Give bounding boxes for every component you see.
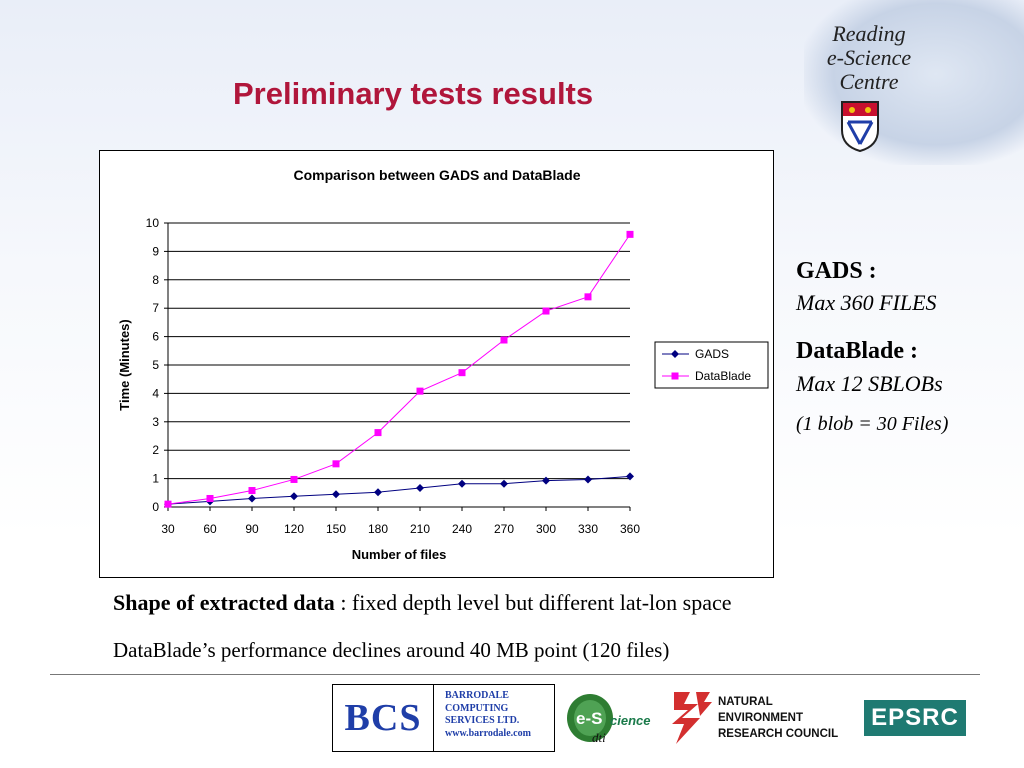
x-tick-label: 180	[368, 522, 388, 536]
data-point-datablade	[542, 307, 550, 315]
data-point-gads	[248, 494, 256, 503]
x-tick-label: 60	[203, 522, 217, 536]
data-point-gads	[458, 479, 466, 488]
nerc-line: NATURAL	[718, 696, 773, 708]
legend-marker	[671, 350, 679, 358]
y-axis-label: Time (Minutes)	[117, 319, 132, 411]
y-tick-label: 2	[152, 443, 159, 457]
data-point-datablade	[374, 429, 382, 437]
data-point-datablade	[164, 500, 172, 508]
y-tick-label: 1	[152, 472, 159, 486]
y-tick-label: 3	[152, 415, 159, 429]
legend-label: DataBlade	[695, 369, 751, 383]
data-point-datablade	[332, 460, 340, 468]
x-tick-label: 240	[452, 522, 472, 536]
series-line-gads	[167, 475, 631, 505]
university-crest-icon	[841, 101, 879, 152]
bcs-logo-box: BCS BARRODALE COMPUTING SERVICES LTD. ww…	[332, 684, 555, 752]
shape-label: Shape of extracted data	[113, 590, 335, 615]
data-point-gads	[542, 476, 550, 485]
footer-divider	[50, 674, 980, 675]
globe-backdrop	[804, 0, 1024, 165]
blob-note: (1 blob = 30 Files)	[796, 413, 949, 435]
data-point-gads	[332, 490, 340, 499]
chart-container: Comparison between GADS and DataBlade 0 1 2…	[99, 150, 774, 578]
data-point-datablade	[290, 475, 298, 483]
data-point-gads	[290, 492, 298, 501]
x-tick-label: 120	[284, 522, 304, 536]
logo-line: e-Science	[826, 45, 912, 70]
y-tick-label: 5	[152, 358, 159, 372]
performance-note: DataBlade’s performance declines around …	[113, 638, 670, 662]
line-chart: Comparison between GADS and DataBlade012…	[117, 167, 769, 562]
escience-word: cience	[610, 713, 650, 728]
bcs-line: BARRODALE	[445, 690, 509, 701]
y-tick-label: 8	[152, 273, 159, 287]
nerc-text: NATURAL ENVIRONMENT RESEARCH COUNCIL	[718, 694, 838, 742]
nerc-line: ENVIRONMENT	[718, 712, 803, 724]
page-title: Preliminary tests results	[233, 76, 594, 111]
escience-logo: e-S cience dti	[567, 694, 650, 745]
nerc-logo: NATURAL ENVIRONMENT RESEARCH COUNCIL	[670, 690, 860, 746]
x-tick-label: 270	[494, 522, 514, 536]
series-line-datablade	[167, 234, 631, 505]
legend-box	[654, 341, 769, 389]
y-tick-label: 4	[152, 386, 159, 400]
x-tick-label: 150	[326, 522, 346, 536]
y-tick-label: 0	[152, 500, 159, 514]
data-point-gads	[626, 472, 634, 481]
bcs-logo: BCS	[333, 685, 434, 751]
nerc-icon	[672, 692, 712, 744]
chart-title: Comparison between GADS and DataBlade	[293, 167, 580, 183]
x-tick-label: 30	[161, 522, 175, 536]
datablade-heading: DataBlade :	[796, 338, 918, 364]
x-tick-label: 360	[620, 522, 640, 536]
logo-line: Centre	[839, 69, 899, 94]
bcs-line: COMPUTING	[445, 702, 509, 714]
x-tick-label: 330	[578, 522, 598, 536]
data-point-gads	[416, 483, 424, 492]
y-tick-label: 10	[146, 216, 160, 230]
data-point-datablade	[416, 387, 424, 395]
x-tick-label: 210	[410, 522, 430, 536]
y-tick-label: 9	[152, 244, 159, 258]
gads-heading: GADS :	[796, 258, 877, 284]
data-point-datablade	[248, 487, 256, 495]
data-point-gads	[500, 479, 508, 488]
x-tick-label: 300	[536, 522, 556, 536]
y-tick-label: 7	[152, 301, 159, 315]
x-tick-label: 90	[245, 522, 259, 536]
reading-escience-logo: Reading e-Science Centre	[814, 22, 924, 94]
y-tick-label: 6	[152, 330, 159, 344]
data-point-datablade	[206, 494, 214, 502]
logo-line: Reading	[832, 21, 906, 46]
shape-text: : fixed depth level but different lat-lo…	[334, 590, 732, 615]
bcs-line: SERVICES LTD.	[445, 715, 520, 726]
data-point-datablade	[584, 293, 592, 301]
datablade-value: Max 12 SBLOBs	[796, 371, 943, 396]
gads-value: Max 360 FILES	[796, 290, 937, 315]
data-point-datablade	[500, 336, 508, 344]
dti-label: dti	[592, 730, 606, 745]
legend-label: GADS	[695, 347, 729, 361]
x-axis-label: Number of files	[352, 547, 447, 562]
data-point-gads	[374, 488, 382, 497]
legend-marker	[671, 372, 679, 380]
nerc-line: RESEARCH COUNCIL	[718, 728, 839, 740]
epsrc-logo: EPSRC	[864, 700, 966, 736]
data-point-datablade	[458, 369, 466, 377]
data-point-gads	[584, 475, 592, 484]
shape-statement: Shape of extracted data : fixed depth le…	[113, 590, 732, 616]
escience-e: e-S	[576, 709, 602, 728]
data-point-datablade	[626, 230, 634, 238]
bcs-text: BARRODALE COMPUTING SERVICES LTD. www.ba…	[445, 690, 531, 740]
bcs-url: www.barrodale.com	[445, 727, 531, 739]
